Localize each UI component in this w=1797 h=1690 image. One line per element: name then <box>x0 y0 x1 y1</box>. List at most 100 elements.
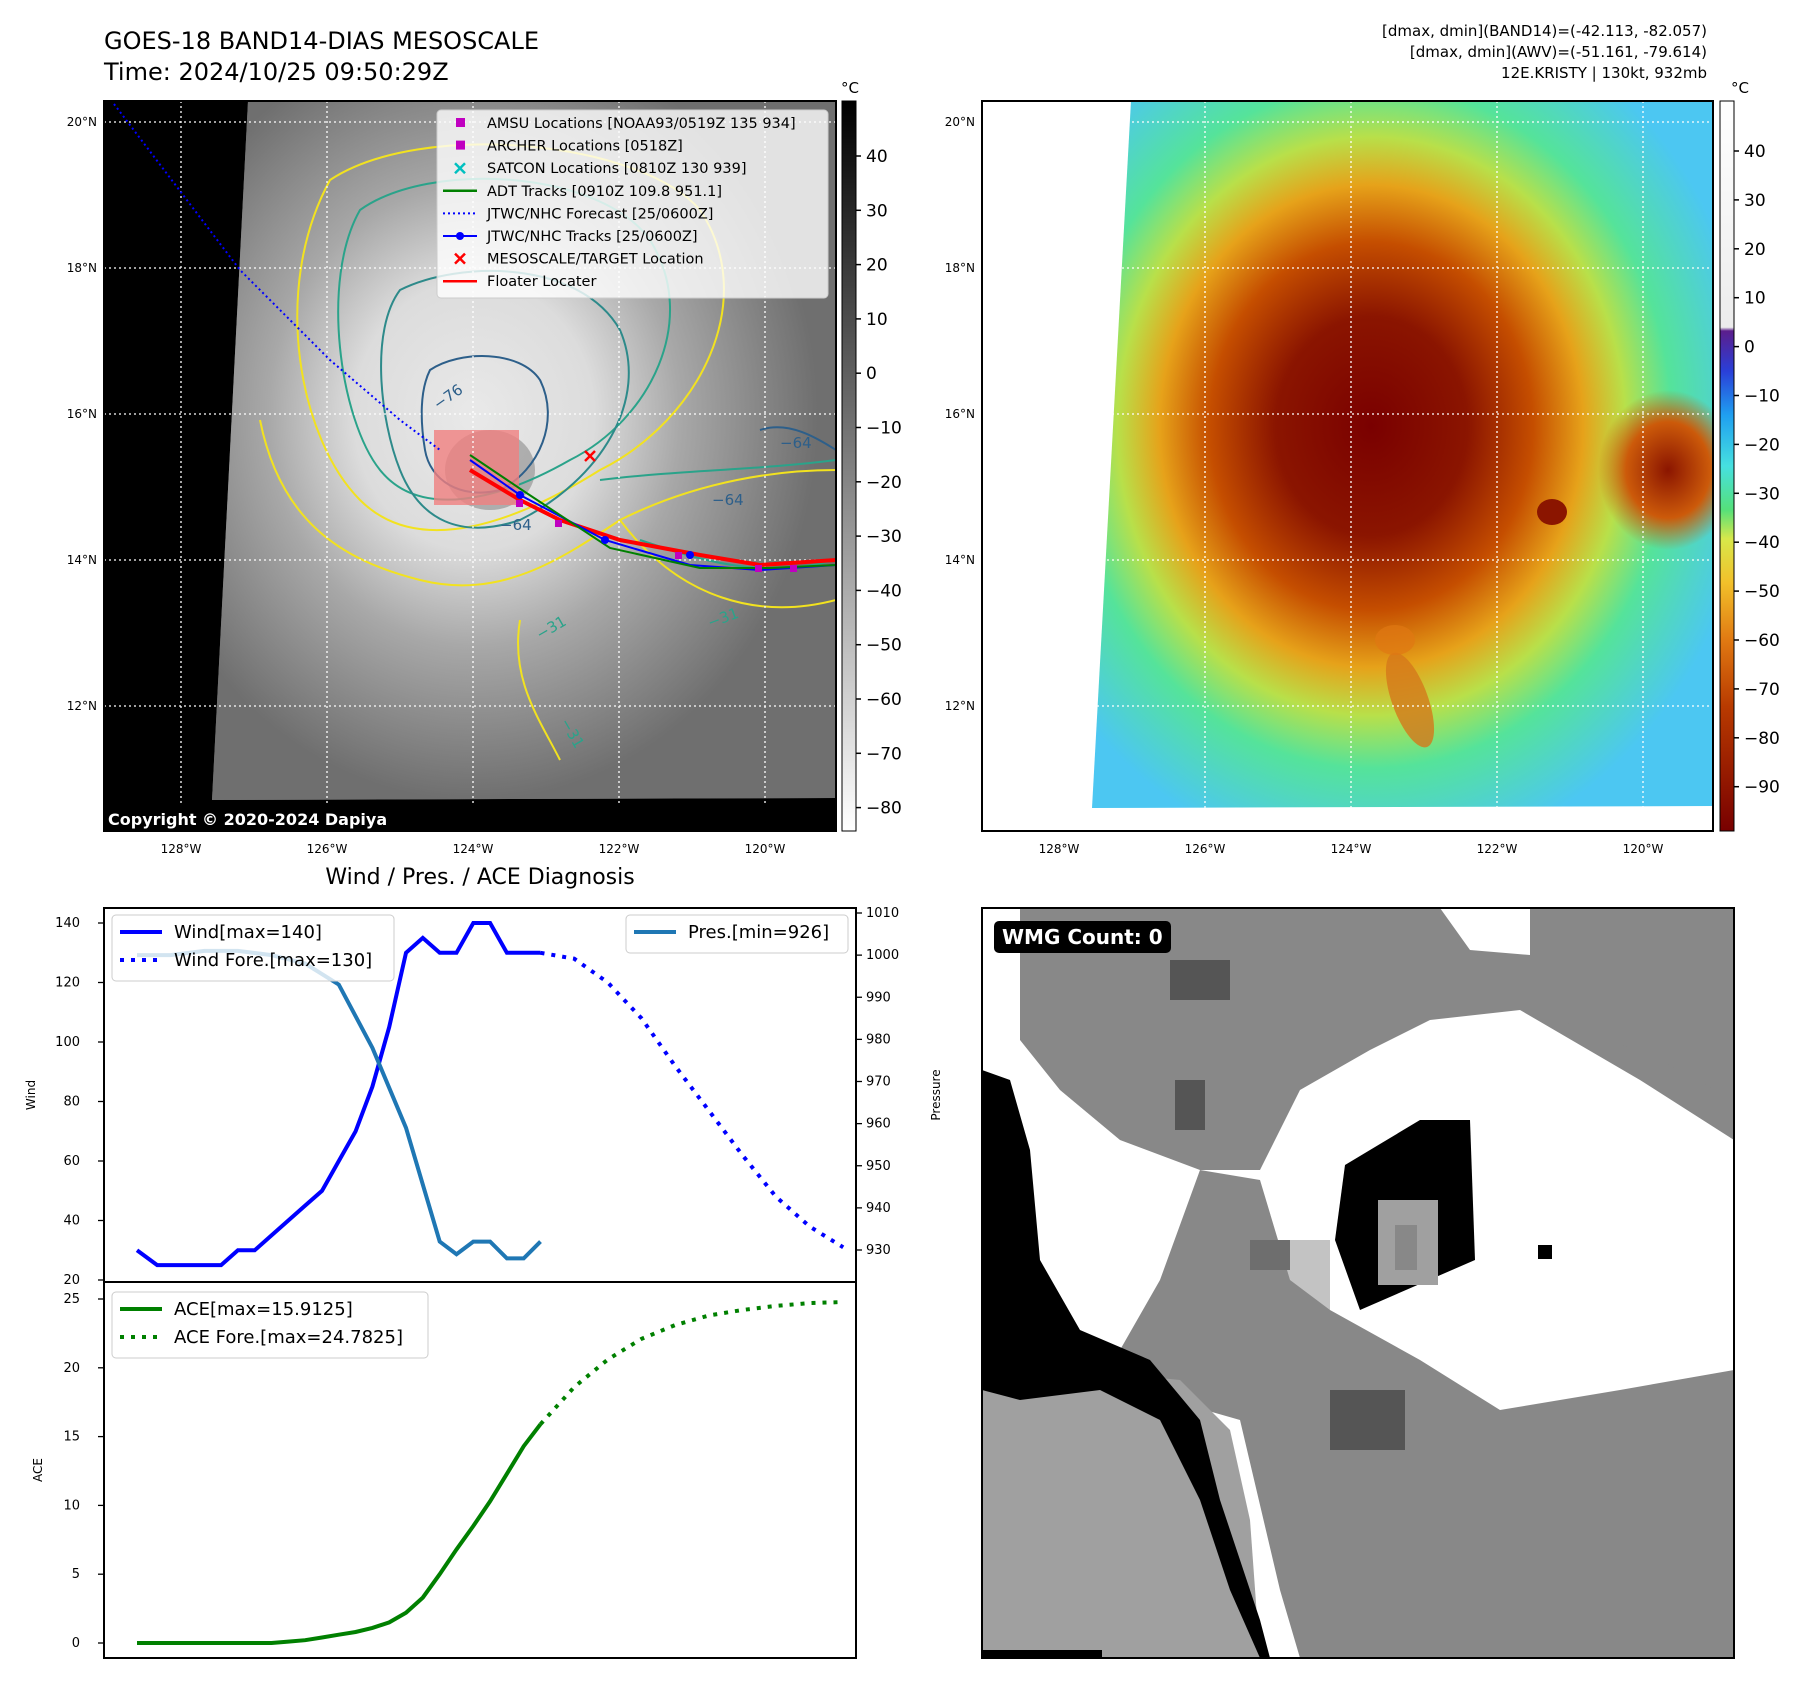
legend-entry: SATCON Locations [0810Z 130 939] <box>454 161 746 177</box>
lon-label: 124°W <box>453 842 494 856</box>
lat-label: 14°N <box>945 553 975 567</box>
colorbar-tick-label: −60 <box>866 690 902 710</box>
legend-x-marker <box>454 252 466 265</box>
legend-x-marker <box>454 162 466 175</box>
copyright-label: Copyright © 2020-2024 Dapiya <box>108 810 388 829</box>
colorbar-tick-label: −20 <box>866 473 902 493</box>
pressure-tick-label: 980 <box>866 1032 891 1047</box>
chart-legend-label: Wind[max=140] <box>174 922 322 943</box>
colorbar-tick-label: 0 <box>866 364 877 384</box>
colorbar-tick-label: −80 <box>1744 729 1780 749</box>
lat-label: 16°N <box>67 407 97 421</box>
ace-series-line <box>137 1422 543 1645</box>
legend-entry: AMSU Locations [NOAA93/0519Z 135 934] <box>456 116 796 132</box>
colorbar-tick-label: 40 <box>1744 142 1766 162</box>
wind-tick-label: 100 <box>55 1035 80 1050</box>
ace-axis-label: ACE <box>31 1458 45 1482</box>
colorbar-tick-label: 10 <box>866 310 888 330</box>
lon-label: 120°W <box>745 842 786 856</box>
colorbar-tick-label: 20 <box>866 256 888 276</box>
wind-tick-label: 120 <box>55 976 80 991</box>
ace-tick-label: 10 <box>63 1498 80 1513</box>
legend-label: ADT Tracks [0910Z 109.8 951.1] <box>487 184 722 200</box>
legend-label: ARCHER Locations [0518Z] <box>487 139 683 155</box>
timestamp: Time: 2024/10/25 09:50:29Z <box>104 58 449 86</box>
pressure-axis-label: Pressure <box>929 1069 943 1120</box>
legend-label: Floater Locater <box>487 274 596 290</box>
ir-map-right <box>982 101 1713 831</box>
chart-legend: Wind[max=140] Wind Fore.[max=130] <box>111 914 395 982</box>
colorbar-right <box>1719 100 1735 832</box>
lat-label: 12°N <box>67 699 97 713</box>
pressure-tick-label: 940 <box>866 1201 891 1216</box>
legend-label: AMSU Locations [NOAA93/0519Z 135 934] <box>487 116 796 132</box>
legend-square-marker <box>456 118 465 127</box>
pressure-tick-label: 990 <box>866 990 891 1005</box>
lon-label: 124°W <box>1331 842 1372 856</box>
pressure-tick-label: 1000 <box>866 948 899 963</box>
legend-label: JTWC/NHC Forecast [25/0600Z] <box>486 206 713 222</box>
lat-label: 18°N <box>67 261 97 275</box>
colorbar-tick-label: −50 <box>866 636 902 656</box>
legend-label: JTWC/NHC Tracks [25/0600Z] <box>486 229 698 245</box>
chart-legend: Pres.[min=926] <box>625 914 849 954</box>
info-band14: [dmax, dmin](BAND14)=(-42.113, -82.057) <box>1382 22 1707 40</box>
map-left-frame <box>103 100 837 832</box>
legend-entry: JTWC/NHC Tracks [25/0600Z] <box>443 229 698 245</box>
lon-label: 126°W <box>307 842 348 856</box>
wind-series-line <box>135 921 541 1268</box>
ace-tick-label: 20 <box>63 1361 80 1376</box>
ace-tick-label: 25 <box>63 1292 80 1307</box>
colorbar-tick-label: −50 <box>1744 582 1780 602</box>
ace-tick-label: 15 <box>63 1430 80 1445</box>
lat-label: 20°N <box>67 115 97 129</box>
map-legend: AMSU Locations [NOAA93/0519Z 135 934] ARC… <box>436 109 829 299</box>
legend-entry: ARCHER Locations [0518Z] <box>456 139 683 155</box>
legend-entry: JTWC/NHC Forecast [25/0600Z] <box>443 206 713 222</box>
pressure-tick-label: 960 <box>866 1117 891 1132</box>
colorbar-tick-label: −70 <box>866 744 902 764</box>
lat-label: 20°N <box>945 115 975 129</box>
legend-square-marker <box>456 140 465 150</box>
colorbar-tick-label: 10 <box>1744 289 1766 309</box>
colorbar-tick-label: 0 <box>1744 338 1755 358</box>
lat-label: 14°N <box>67 553 97 567</box>
chart-legend-label: Wind Fore.[max=130] <box>174 950 372 971</box>
colorbar-tick-label: 20 <box>1744 240 1766 260</box>
contour-label: −64 <box>780 434 812 452</box>
info-awv: [dmax, dmin](AWV)=(-51.161, -79.614) <box>1409 43 1707 61</box>
lat-label: 18°N <box>945 261 975 275</box>
colorbar-tick-label: −30 <box>866 527 902 547</box>
map-right-frame <box>981 100 1714 832</box>
colorbar-tick-label: −60 <box>1744 631 1780 651</box>
lon-label: 128°W <box>161 842 202 856</box>
ace-forecast-series-line <box>539 1300 844 1426</box>
info-storm: 12E.KRISTY | 130kt, 932mb <box>1501 64 1707 82</box>
colorbar-tick-label: 30 <box>1744 191 1766 211</box>
ace-tick-label: 0 <box>72 1636 80 1651</box>
wind-tick-label: 80 <box>63 1095 80 1110</box>
pressure-tick-label: 970 <box>866 1075 891 1090</box>
pressure-tick-label: 1010 <box>866 906 899 921</box>
page-title: GOES-18 BAND14-DIAS MESOSCALE <box>104 27 540 55</box>
lon-label: 120°W <box>1623 842 1664 856</box>
colorbar-tick-label: −80 <box>866 799 902 819</box>
chart-title: Wind / Pres. / ACE Diagnosis <box>325 865 634 890</box>
chart-legend: ACE[max=15.9125] ACE Fore.[max=24.7825] <box>111 1291 429 1359</box>
chart-legend-label: Pres.[min=926] <box>688 922 829 943</box>
wmg-frame <box>981 907 1735 1659</box>
wmg-panel <box>982 908 1734 1658</box>
pressure-tick-label: 950 <box>866 1159 891 1174</box>
lon-label: 128°W <box>1039 842 1080 856</box>
chart-legend-label: ACE[max=15.9125] <box>174 1299 353 1320</box>
lon-label: 122°W <box>599 842 640 856</box>
colorbar-tick-label: −90 <box>1744 778 1780 798</box>
legend-entry: ADT Tracks [0910Z 109.8 951.1] <box>443 184 722 200</box>
colorbar-tick-label: −40 <box>866 581 902 601</box>
chart-legend-label: ACE Fore.[max=24.7825] <box>174 1327 403 1348</box>
wind-tick-label: 40 <box>63 1214 80 1229</box>
pressure-tick-label: 930 <box>866 1243 891 1258</box>
wind-tick-label: 20 <box>63 1273 80 1288</box>
colorbar-left <box>841 100 857 832</box>
